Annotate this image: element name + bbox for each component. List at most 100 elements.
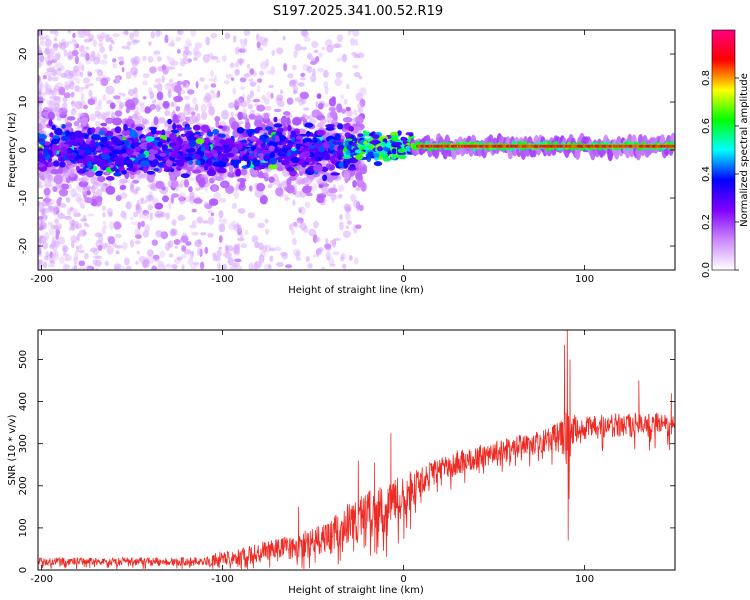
spectrogram-cell [205,137,210,144]
spectrogram-cell [136,251,140,255]
spectrogram-cell [54,30,59,37]
spectrogram-cell [200,147,206,152]
spectrogram-cell [283,62,287,72]
spectrogram-cell [251,235,259,243]
spectrogram-cell [177,30,182,34]
spectrogram-cell [285,184,295,194]
spectrogram-cell [173,84,182,94]
spectrogram-cell [239,121,244,125]
spectrogram-cell [151,265,158,270]
spectrogram-cell [206,169,217,177]
spectrogram-cell [64,215,72,220]
spectrogram-cell [100,122,108,127]
spectrogram-cell [153,50,159,56]
spectrogram-cell [276,262,284,267]
spectrogram-cell [98,233,104,242]
spectrogram-cell [207,216,215,225]
spectrogram-cell [170,101,174,107]
spectrogram-cell [207,209,212,214]
spectrogram-cell [258,242,264,251]
spectrogram-cell [87,160,93,169]
spectrogram-cell [261,150,272,154]
spectrogram-cell [231,203,237,209]
spectrogram-cell [42,241,49,250]
spectrogram-cell [77,112,85,117]
spectrogram-cell [97,176,106,183]
spectrogram-cell [86,213,95,217]
colorbar-tick-label: 0.2 [701,214,712,230]
spectrogram-cell [316,129,326,136]
spectrogram-cell [44,174,53,180]
spectrogram-cell [255,139,263,145]
spectrogram-cell [57,68,62,72]
spectrogram-cell [161,129,166,137]
spectrogram-cell [195,187,201,191]
spectrogram-cell [246,159,251,168]
spectrogram-cell [336,103,343,113]
spectrogram-cell [38,83,45,92]
spectrogram-cell [142,96,147,100]
spectrogram-cell [83,134,89,139]
spectrogram-cell [59,203,67,208]
spectrogram-cell [78,136,84,145]
spectrogram-cell [208,106,215,116]
spectrogram-cell [373,152,380,159]
spectrogram-x-ticks: -200 -100 0 100 [30,30,594,285]
spectrogram-cell [259,194,268,205]
spectrogram-cell [153,84,158,89]
spectrogram-cell [258,254,265,264]
spectrogram-cell [161,64,167,71]
spectrogram-cell [283,126,288,132]
spectrogram-cell [290,156,300,164]
spectrogram-cell [191,219,197,226]
spectrogram-cell [115,250,120,255]
spectrogram-cell [38,46,42,56]
spectrogram-cell [239,168,248,176]
spectrogram-cell [165,159,173,167]
spectrogram-cell [146,249,154,257]
spectrogram-cell [273,116,278,123]
spectrogram-cell [168,253,174,258]
spectrogram-cell [276,47,284,55]
spectrogram-cell [332,251,340,255]
spectrogram-cell [246,94,252,104]
spectrogram-cell [273,108,282,113]
spectrogram-cell [235,265,243,270]
chart-title: S197.2025.341.00.52.R19 [273,4,443,19]
spectrogram-cell [49,132,54,138]
spectrogram-cell [210,212,215,217]
spectrogram-cell [48,119,53,127]
spectrogram-cell [243,30,250,36]
spectrogram-cell [246,63,251,70]
spectrogram-cell [78,180,89,188]
spectrogram-cell [113,221,122,230]
spectrogram-cell [162,144,168,151]
spectrogram-cell [94,141,100,149]
spectrogram-cell [115,76,120,84]
spectrogram-cell [300,46,308,51]
spectrogram-cell [344,212,351,221]
spectrogram-cell [152,254,160,260]
spectrogram-cell [183,126,192,130]
spectrogram-cell [148,41,152,46]
spectrogram-cell [294,141,304,144]
spectrogram-cell [76,233,80,241]
spectrogram-cell [343,203,351,212]
spectrogram-cell [357,102,363,111]
spectrogram-cell [80,143,89,148]
spectrogram-cell [99,136,108,143]
spectrogram-cell [175,124,182,129]
spectrogram-cell [125,158,133,165]
spectrogram-cell [130,239,134,248]
snr-y-tick-label: 200 [18,476,29,495]
spectrogram-cell [222,252,226,257]
spectrogram-cell [380,153,389,158]
spectrogram-cell [73,40,78,48]
spectrogram-cell [115,233,122,239]
spectrogram-cell [307,115,314,120]
spectrogram-cell [328,107,337,112]
spectrogram-cell [92,151,98,155]
spectrogram-cell [39,33,44,41]
spectrogram-cell [225,73,233,80]
spectrogram-cell [402,139,407,145]
